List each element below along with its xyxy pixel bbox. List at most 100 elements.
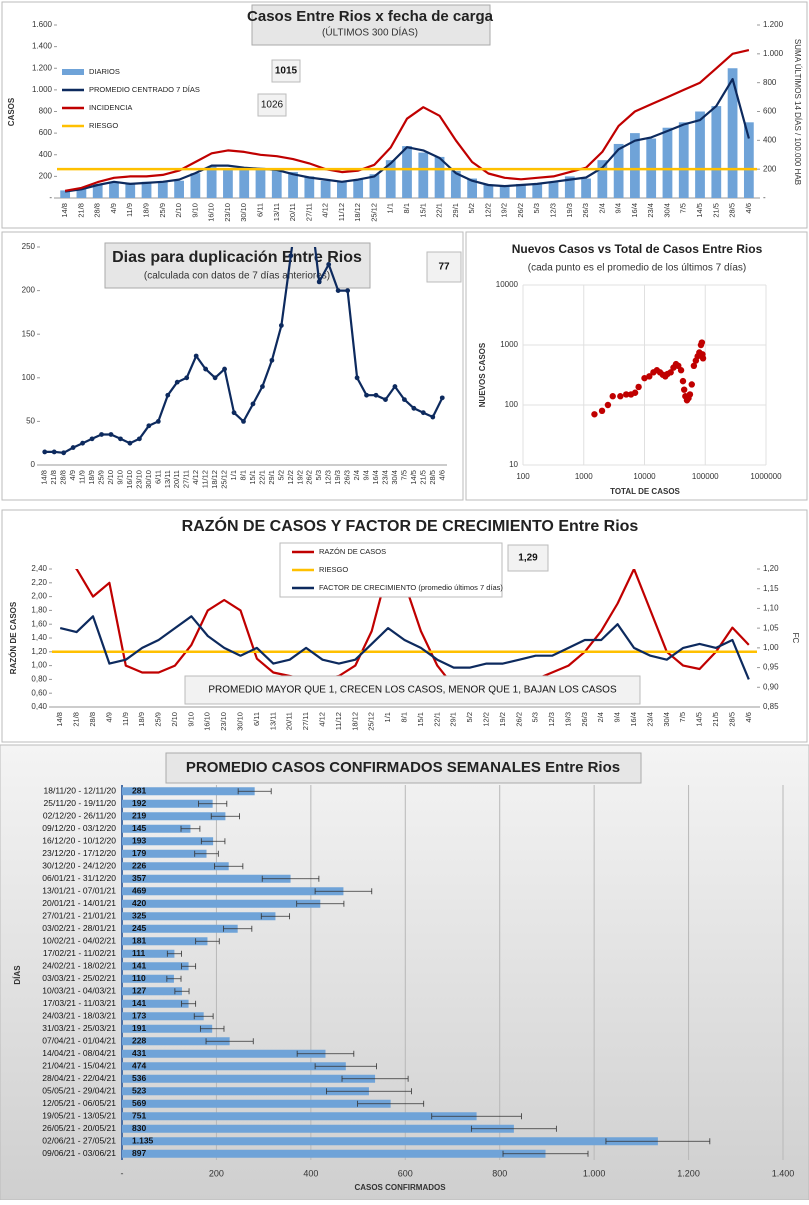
bar <box>122 1099 391 1108</box>
series-line <box>64 78 750 193</box>
bar <box>711 106 722 198</box>
x-tick-label: 9/10 <box>115 470 124 485</box>
y2-tick-label: 0,95 <box>763 663 779 672</box>
point <box>193 353 199 359</box>
point <box>604 401 612 409</box>
chart-title: Casos Entre Rios x fecha de carga <box>247 8 494 25</box>
error-bar <box>296 900 345 907</box>
y-tick-label: 400 <box>39 150 53 159</box>
x-tick-label: 13/11 <box>163 470 172 488</box>
bar <box>613 143 624 198</box>
y2-tick-label: 800 <box>763 78 777 87</box>
bar <box>122 974 174 983</box>
x-tick-label: 16/10 <box>125 470 134 489</box>
x-tick-label: 1.200 <box>677 1168 700 1178</box>
chart-subtitle: (calculada con datos de 7 días anteriore… <box>144 271 330 282</box>
bar <box>450 170 461 198</box>
bar <box>418 152 429 198</box>
annotation-box <box>507 544 549 572</box>
x-tick-label: - <box>121 1168 124 1178</box>
error-bar <box>214 863 244 870</box>
bar <box>516 183 526 198</box>
x-tick-label: 4/6 <box>744 203 753 213</box>
y2-tick-label: 1,00 <box>763 643 779 652</box>
x-tick-label: 9/4 <box>614 203 623 213</box>
y-tick-label: 100 <box>22 373 36 382</box>
point <box>617 393 624 400</box>
bar <box>369 174 380 198</box>
value-label: 145 <box>132 823 146 833</box>
point <box>335 288 341 293</box>
title-box <box>251 4 491 46</box>
bar <box>122 1062 346 1071</box>
x-tick-label: 18/9 <box>142 203 151 218</box>
x-tick-label: 4/6 <box>437 470 446 480</box>
x-tick-label: 16/10 <box>203 712 212 731</box>
error-bar <box>605 1138 711 1145</box>
value-label: 173 <box>132 1011 146 1021</box>
y-tick-label: - <box>49 193 52 202</box>
bar <box>122 987 182 996</box>
y-tick-label: 600 <box>39 128 53 137</box>
category-label: 30/12/20 - 24/12/20 <box>42 861 116 871</box>
legend-box <box>279 542 503 598</box>
value-label: 751 <box>132 1111 146 1121</box>
point <box>61 450 67 456</box>
chart-subtitle: (ÚLTIMOS 300 DÍAS) <box>322 26 418 39</box>
bar <box>122 1074 376 1083</box>
x-tick-label: 12/3 <box>548 203 557 218</box>
bar <box>122 887 344 896</box>
x-tick-label: 5/2 <box>467 203 476 213</box>
point <box>345 288 351 293</box>
point <box>392 384 398 389</box>
error-bar <box>193 1013 214 1020</box>
value-label: 357 <box>132 873 146 883</box>
category-label: 17/03/21 - 11/03/21 <box>43 998 116 1008</box>
x-tick-label: 23/10 <box>219 712 228 731</box>
x-tick-label: 28/5 <box>428 470 437 485</box>
x-tick-label: 26/2 <box>305 470 314 485</box>
x-tick-label: 27/11 <box>182 470 191 488</box>
x-tick-label: 23/4 <box>645 712 654 727</box>
x-tick-label: 21/8 <box>72 712 81 727</box>
x-tick-label: 28/5 <box>728 203 737 218</box>
y-tick-label: 1,60 <box>31 619 47 628</box>
value-label: 469 <box>132 886 146 896</box>
y2-tick-label: 0,85 <box>763 702 779 711</box>
chart-title: RAZÓN DE CASOS Y FACTOR DE CRECIMIENTO E… <box>182 516 639 535</box>
x-tick-label: 1000 <box>575 472 593 481</box>
x-tick-label: 16/4 <box>371 470 380 485</box>
category-label: 13/01/21 - 07/01/21 <box>42 886 116 896</box>
y-tick-label: 800 <box>39 107 53 116</box>
x-tick-label: 29/1 <box>451 203 460 218</box>
y-tick-label: 1,80 <box>31 606 47 615</box>
y2-tick-label: 200 <box>763 164 777 173</box>
point <box>118 436 123 442</box>
point <box>184 375 190 381</box>
x-tick-label: 8/1 <box>402 203 411 213</box>
point <box>231 410 237 416</box>
bar <box>122 899 321 908</box>
y-tick-label: 1,00 <box>31 661 47 670</box>
x-tick-label: 5/2 <box>465 712 474 722</box>
bar <box>122 837 214 846</box>
point <box>70 445 76 450</box>
category-label: 10/02/21 - 04/02/21 <box>42 936 116 946</box>
value-label: 569 <box>132 1098 146 1108</box>
bar <box>122 1024 213 1033</box>
x-tick-label: 21/8 <box>76 203 85 218</box>
category-label: 21/04/21 - 15/04/21 <box>42 1061 116 1071</box>
point <box>430 414 436 420</box>
bar <box>483 185 494 198</box>
category-label: 25/11/20 - 19/11/20 <box>44 798 117 808</box>
x-tick-label: 25/12 <box>369 203 378 222</box>
error-bar <box>326 1088 412 1095</box>
bar <box>499 185 510 198</box>
point <box>598 407 606 415</box>
point <box>136 436 142 442</box>
x-tick-label: 23/10 <box>134 470 143 489</box>
x-tick-label: 7/5 <box>399 470 408 480</box>
x-tick-label: 18/9 <box>87 470 96 485</box>
bar <box>122 1149 546 1158</box>
bar <box>122 1037 230 1046</box>
